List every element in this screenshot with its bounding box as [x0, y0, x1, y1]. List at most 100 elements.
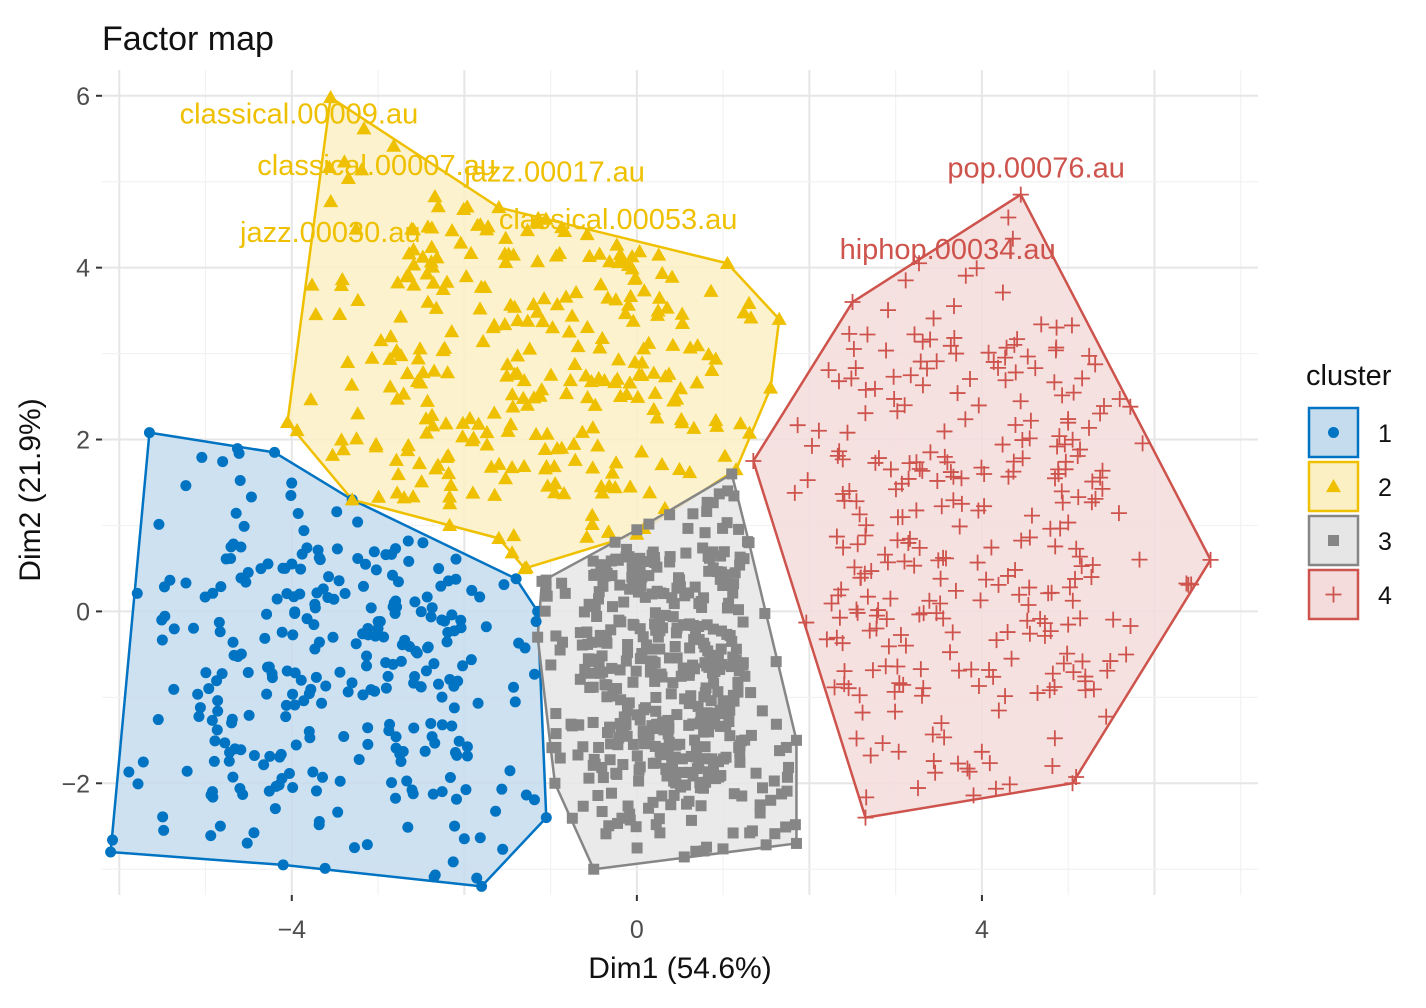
cluster-2-point [389, 485, 405, 499]
cluster-1-point [269, 446, 281, 458]
cluster-2-point [323, 90, 339, 104]
cluster-4-point [1087, 490, 1104, 507]
cluster-3-point [681, 798, 693, 810]
cluster-3-point [639, 737, 651, 749]
cluster-2-point [585, 420, 601, 434]
cluster-2-point [371, 489, 387, 503]
cluster-3-point [566, 812, 578, 824]
cluster-3-point [774, 745, 786, 757]
cluster-1-point [238, 520, 250, 532]
cluster-4-point [1056, 436, 1073, 453]
cluster-4-point [901, 530, 918, 547]
cluster-2-point [701, 347, 717, 361]
cluster-3-point [789, 819, 801, 831]
cluster-4-point [1046, 730, 1063, 747]
cluster-4-point [1012, 186, 1029, 203]
cluster-3-point [540, 574, 552, 586]
cluster-1-point [419, 745, 431, 757]
cluster-3-point [654, 827, 666, 839]
cluster-3-point [697, 542, 709, 554]
cluster-3-point [699, 687, 711, 699]
cluster-3-point [725, 661, 737, 673]
cluster-1-point [370, 564, 382, 576]
cluster-2-point [289, 423, 305, 437]
cluster-3-point [588, 753, 600, 765]
cluster-3-point [622, 551, 634, 563]
cluster-3-point [539, 605, 551, 617]
cluster-4-point [786, 484, 803, 501]
legend-title: cluster [1306, 360, 1392, 392]
cluster-1-point [450, 573, 462, 585]
cluster-4-point [987, 780, 1004, 797]
cluster-2-point [630, 389, 646, 403]
cluster-2-point [673, 381, 689, 395]
cluster-2-point [412, 341, 428, 355]
cluster-4-point [851, 506, 868, 523]
cluster-1-point [409, 596, 421, 608]
cluster-3-point [650, 819, 662, 831]
cluster-3-point [587, 759, 599, 771]
cluster-1-point [235, 541, 247, 553]
cluster-3-point [636, 647, 648, 659]
cluster-4-point [1057, 453, 1074, 470]
cluster-4-point [889, 509, 906, 526]
cluster-1-point [448, 702, 460, 714]
cluster-1-point [436, 691, 448, 703]
cluster-3-point [627, 738, 639, 750]
cluster-4-point [981, 755, 998, 772]
cluster-3-point [540, 581, 552, 593]
cluster-2-point [373, 333, 389, 347]
cluster-4-point [915, 680, 932, 697]
cluster-3-point [662, 747, 674, 759]
cluster-4-point [1029, 685, 1046, 702]
cluster-1-point [450, 553, 462, 565]
cluster-3-point [664, 509, 676, 521]
cluster-2-point [708, 351, 724, 365]
cluster-3-point [662, 728, 674, 740]
cluster-4-point [886, 683, 903, 700]
cluster-1-point [425, 611, 437, 623]
cluster-1-hull [109, 431, 548, 888]
cluster-1-point [243, 709, 255, 721]
cluster-1-point [153, 518, 165, 530]
cluster-4-point [1081, 347, 1098, 364]
cluster-2-point [442, 489, 458, 503]
cluster-4-point [997, 349, 1014, 366]
cluster-2-point [771, 311, 787, 325]
cluster-4-point [924, 726, 941, 743]
cluster-3-point [667, 611, 679, 623]
cluster-1-point [498, 579, 510, 591]
cluster-4-point [897, 637, 914, 654]
cluster-2-point [547, 485, 563, 499]
cluster-4-point [1053, 483, 1070, 500]
cluster-3-point [599, 569, 611, 581]
cluster-4-point [990, 576, 1007, 593]
cluster-1-point [269, 803, 281, 815]
cluster-2-point [438, 416, 454, 430]
cluster-3-point [545, 659, 557, 671]
cluster-4-point [1042, 623, 1059, 640]
cluster-4-point [950, 662, 967, 679]
cluster-2-point [538, 459, 554, 473]
cluster-4-point [831, 609, 848, 626]
cluster-2-point [442, 517, 458, 531]
cluster-3-point [750, 767, 762, 779]
cluster-3-point [695, 707, 707, 719]
cluster-3-point [572, 719, 584, 731]
cluster-2-point [459, 199, 475, 213]
cluster-4-point [957, 411, 974, 428]
cluster-4-point [1060, 411, 1077, 428]
cluster-4-point [1094, 462, 1111, 479]
cluster-3-point [690, 627, 702, 639]
cluster-1-point [365, 684, 377, 696]
cluster-1-point [295, 674, 307, 686]
cluster-3-point [669, 641, 681, 653]
cluster-1-point [530, 615, 542, 627]
cluster-4-point [1007, 364, 1024, 381]
cluster-3-point [733, 741, 745, 753]
cluster-1-point [401, 775, 413, 787]
cluster-1-point [415, 681, 427, 693]
cluster-4-point [857, 405, 874, 422]
cluster-4-point [1064, 775, 1081, 792]
